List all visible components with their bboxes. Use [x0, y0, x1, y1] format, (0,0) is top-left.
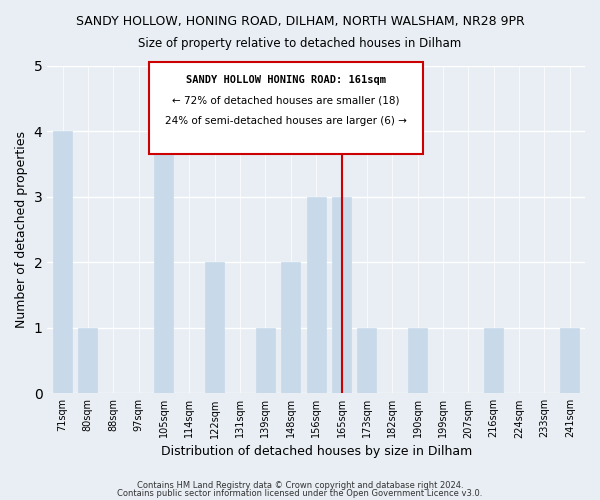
- Bar: [256, 328, 275, 394]
- Bar: [484, 328, 503, 394]
- Bar: [205, 262, 224, 394]
- Bar: [79, 328, 97, 394]
- Text: ← 72% of detached houses are smaller (18): ← 72% of detached houses are smaller (18…: [172, 95, 400, 105]
- Bar: [408, 328, 427, 394]
- Bar: [358, 328, 376, 394]
- Bar: [560, 328, 579, 394]
- Text: Size of property relative to detached houses in Dilham: Size of property relative to detached ho…: [139, 38, 461, 51]
- Bar: [332, 196, 351, 394]
- Text: SANDY HOLLOW, HONING ROAD, DILHAM, NORTH WALSHAM, NR28 9PR: SANDY HOLLOW, HONING ROAD, DILHAM, NORTH…: [76, 15, 524, 28]
- Text: 24% of semi-detached houses are larger (6) →: 24% of semi-detached houses are larger (…: [165, 116, 407, 126]
- FancyBboxPatch shape: [149, 62, 422, 154]
- Bar: [154, 131, 173, 394]
- Text: Contains HM Land Registry data © Crown copyright and database right 2024.: Contains HM Land Registry data © Crown c…: [137, 480, 463, 490]
- Bar: [281, 262, 300, 394]
- Bar: [307, 196, 326, 394]
- Bar: [53, 131, 72, 394]
- X-axis label: Distribution of detached houses by size in Dilham: Distribution of detached houses by size …: [161, 444, 472, 458]
- Text: Contains public sector information licensed under the Open Government Licence v3: Contains public sector information licen…: [118, 489, 482, 498]
- Text: SANDY HOLLOW HONING ROAD: 161sqm: SANDY HOLLOW HONING ROAD: 161sqm: [186, 75, 386, 85]
- Y-axis label: Number of detached properties: Number of detached properties: [15, 131, 28, 328]
